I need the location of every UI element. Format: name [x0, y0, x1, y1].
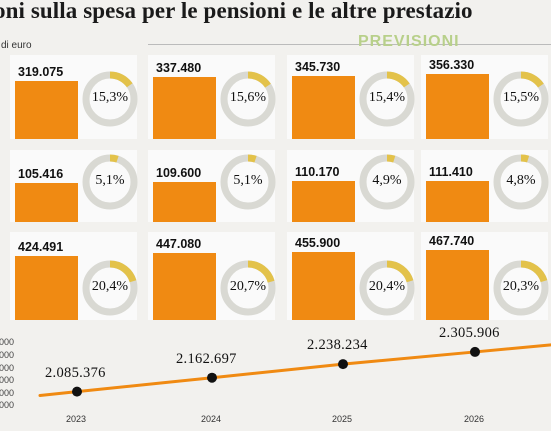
donut-chart: [493, 260, 549, 316]
unit-label: di euro: [1, 40, 32, 51]
bar: [15, 81, 78, 139]
percent-label: 15,3%: [91, 90, 129, 105]
donut-chart: [82, 71, 138, 127]
x-tick-label: 2024: [201, 414, 222, 424]
donut-chart: [359, 71, 415, 127]
y-tick-label: 000: [0, 375, 15, 385]
donut-chart: [220, 260, 276, 316]
donut-share-arc: [220, 71, 276, 127]
bar-value-label: 337.480: [156, 61, 202, 75]
percent-label: 4,8%: [506, 173, 536, 188]
bar-value-label: 455.900: [295, 236, 341, 250]
donut-chart: [220, 71, 276, 127]
bar-value-label: 109.600: [156, 166, 202, 180]
y-tick-label: 000: [0, 388, 15, 398]
previsioni-divider: [148, 44, 551, 45]
donut-share-arc: [493, 154, 549, 210]
bar-value-label: 319.075: [18, 65, 64, 79]
donut-chart: [220, 154, 276, 210]
bar: [153, 253, 216, 320]
percent-label: 20,4%: [368, 279, 406, 294]
bar-value-label: 345.730: [295, 60, 341, 74]
bar-value-label: 467.740: [429, 234, 475, 248]
bar-value-label: 110.170: [295, 165, 340, 179]
bar-value-label: 111.410: [429, 165, 473, 179]
donut-share-arc: [220, 154, 276, 210]
donut-chart: [359, 260, 415, 316]
bar: [292, 76, 355, 139]
donut-share-arc: [82, 260, 138, 316]
percent-label: 20,7%: [229, 279, 267, 294]
bar: [426, 181, 489, 222]
line-value-label: 2.305.906: [439, 324, 500, 341]
percent-label: 4,9%: [372, 173, 402, 188]
line-value-label: 2.238.234: [307, 337, 368, 354]
x-tick-label: 2026: [464, 414, 485, 424]
percent-label: 5,1%: [233, 173, 263, 188]
bar: [292, 252, 355, 320]
donut-share-arc: [493, 71, 549, 127]
donut-chart: [493, 154, 549, 210]
y-tick-label: 000: [0, 337, 15, 347]
bar: [153, 182, 216, 222]
previsioni-label: PREVISIONI: [358, 33, 460, 50]
line-point: [338, 359, 348, 370]
bar-value-label: 356.330: [429, 58, 475, 72]
donut-share-arc: [82, 71, 138, 127]
donut-share-arc: [359, 71, 415, 127]
donut-share-arc: [82, 154, 138, 210]
percent-label: 20,3%: [502, 279, 540, 294]
bar: [153, 77, 216, 139]
line-point: [207, 372, 217, 383]
donut-share-arc: [220, 260, 276, 316]
bar-value-label: 105.416: [18, 167, 64, 181]
y-tick-label: 000: [0, 400, 15, 410]
line-value-label: 2.162.697: [176, 350, 237, 367]
donut-chart: [493, 71, 549, 127]
line-point: [72, 386, 82, 397]
percent-label: 5,1%: [95, 173, 125, 188]
chart-title: oni sulla spesa per le pensioni e le alt…: [0, 0, 473, 23]
donut-chart: [359, 154, 415, 210]
donut-share-arc: [359, 154, 415, 210]
y-tick-label: 000: [0, 350, 15, 360]
percent-label: 20,4%: [91, 279, 129, 294]
donut-share-arc: [359, 260, 415, 316]
total-line: [38, 343, 551, 397]
line-point: [470, 346, 480, 357]
percent-label: 15,5%: [502, 90, 540, 105]
bar: [426, 250, 489, 320]
y-tick-label: 000: [0, 363, 15, 373]
bar: [292, 181, 355, 222]
percent-label: 15,6%: [229, 90, 267, 105]
line-value-label: 2.085.376: [45, 364, 106, 381]
x-tick-label: 2025: [332, 414, 353, 424]
bar: [15, 256, 78, 320]
bar: [15, 183, 78, 222]
donut-chart: [82, 260, 138, 316]
donut-share-arc: [493, 260, 549, 316]
donut-chart: [82, 154, 138, 210]
bar: [426, 74, 489, 139]
x-tick-label: 2023: [66, 414, 87, 424]
percent-label: 15,4%: [368, 90, 406, 105]
bar-value-label: 447.080: [156, 237, 202, 251]
bar-value-label: 424.491: [18, 240, 64, 254]
